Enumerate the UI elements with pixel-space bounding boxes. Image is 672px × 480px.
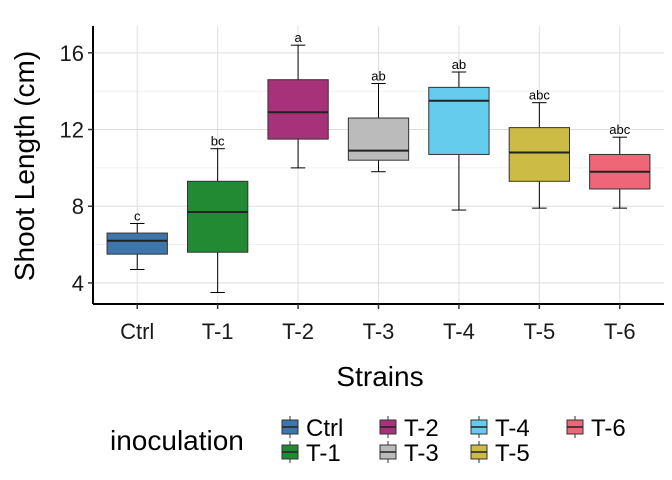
- x-tick-label: T-1: [202, 319, 234, 344]
- box-body: [428, 86, 490, 155]
- y-tick-label: 4: [72, 271, 84, 296]
- significance-label: ab: [371, 69, 385, 84]
- x-tick-label: T-6: [604, 319, 636, 344]
- significance-label: c: [134, 208, 141, 223]
- legend-label: T-5: [495, 440, 530, 467]
- significance-label: abc: [609, 122, 630, 137]
- significance-label: abc: [529, 88, 550, 103]
- legend-label: T-2: [404, 415, 439, 442]
- box-t-5: [508, 102, 571, 209]
- y-tick-label: 16: [60, 41, 84, 66]
- axes: 4 8 12 16 Ctrl T-1 T-2 T-3 T-4 T-5 T-6: [60, 26, 664, 344]
- box-body: [106, 232, 168, 255]
- box-body: [508, 127, 571, 182]
- legend-label: T-3: [404, 440, 439, 467]
- x-axis-title: Strains: [336, 361, 423, 392]
- legend-key-t-6: [566, 416, 584, 438]
- x-tick-label: T-3: [363, 319, 395, 344]
- y-axis-title: Shoot Length (cm): [9, 51, 40, 281]
- legend-label: Ctrl: [306, 415, 343, 442]
- box-t-6: [589, 136, 651, 209]
- legend-label: T-4: [495, 415, 530, 442]
- box-t-4: [428, 71, 490, 211]
- box-body: [267, 79, 329, 140]
- y-tick-label: 8: [72, 194, 84, 219]
- box-t-1: [186, 148, 249, 293]
- x-tick-label: T-2: [282, 319, 314, 344]
- box-t-3: [347, 83, 410, 173]
- x-tick-label: T-4: [443, 319, 475, 344]
- box-t-2: [267, 44, 329, 169]
- legend-key-t-2: [379, 416, 397, 438]
- legend-key-t-1: [281, 441, 299, 463]
- legend-title: inoculation: [110, 425, 244, 456]
- legend-key-ctrl: [281, 416, 299, 438]
- box-body: [186, 180, 249, 253]
- box-body: [347, 117, 410, 161]
- legend-label: T-6: [591, 415, 626, 442]
- x-tick-label: Ctrl: [120, 319, 154, 344]
- legend-key-t-5: [470, 441, 488, 463]
- significance-label: ab: [452, 57, 466, 72]
- legend-key-t-3: [379, 441, 397, 463]
- significance-label: bc: [211, 134, 225, 149]
- legend-label: T-1: [306, 440, 341, 467]
- x-tick-label: T-5: [523, 319, 555, 344]
- box-ctrl: [106, 222, 168, 270]
- y-tick-label: 12: [60, 118, 84, 143]
- significance-labels: c bc a ab ab abc abc: [134, 30, 631, 223]
- boxes-layer: [106, 44, 651, 293]
- legend-key-t-4: [470, 416, 488, 438]
- significance-label: a: [294, 30, 302, 45]
